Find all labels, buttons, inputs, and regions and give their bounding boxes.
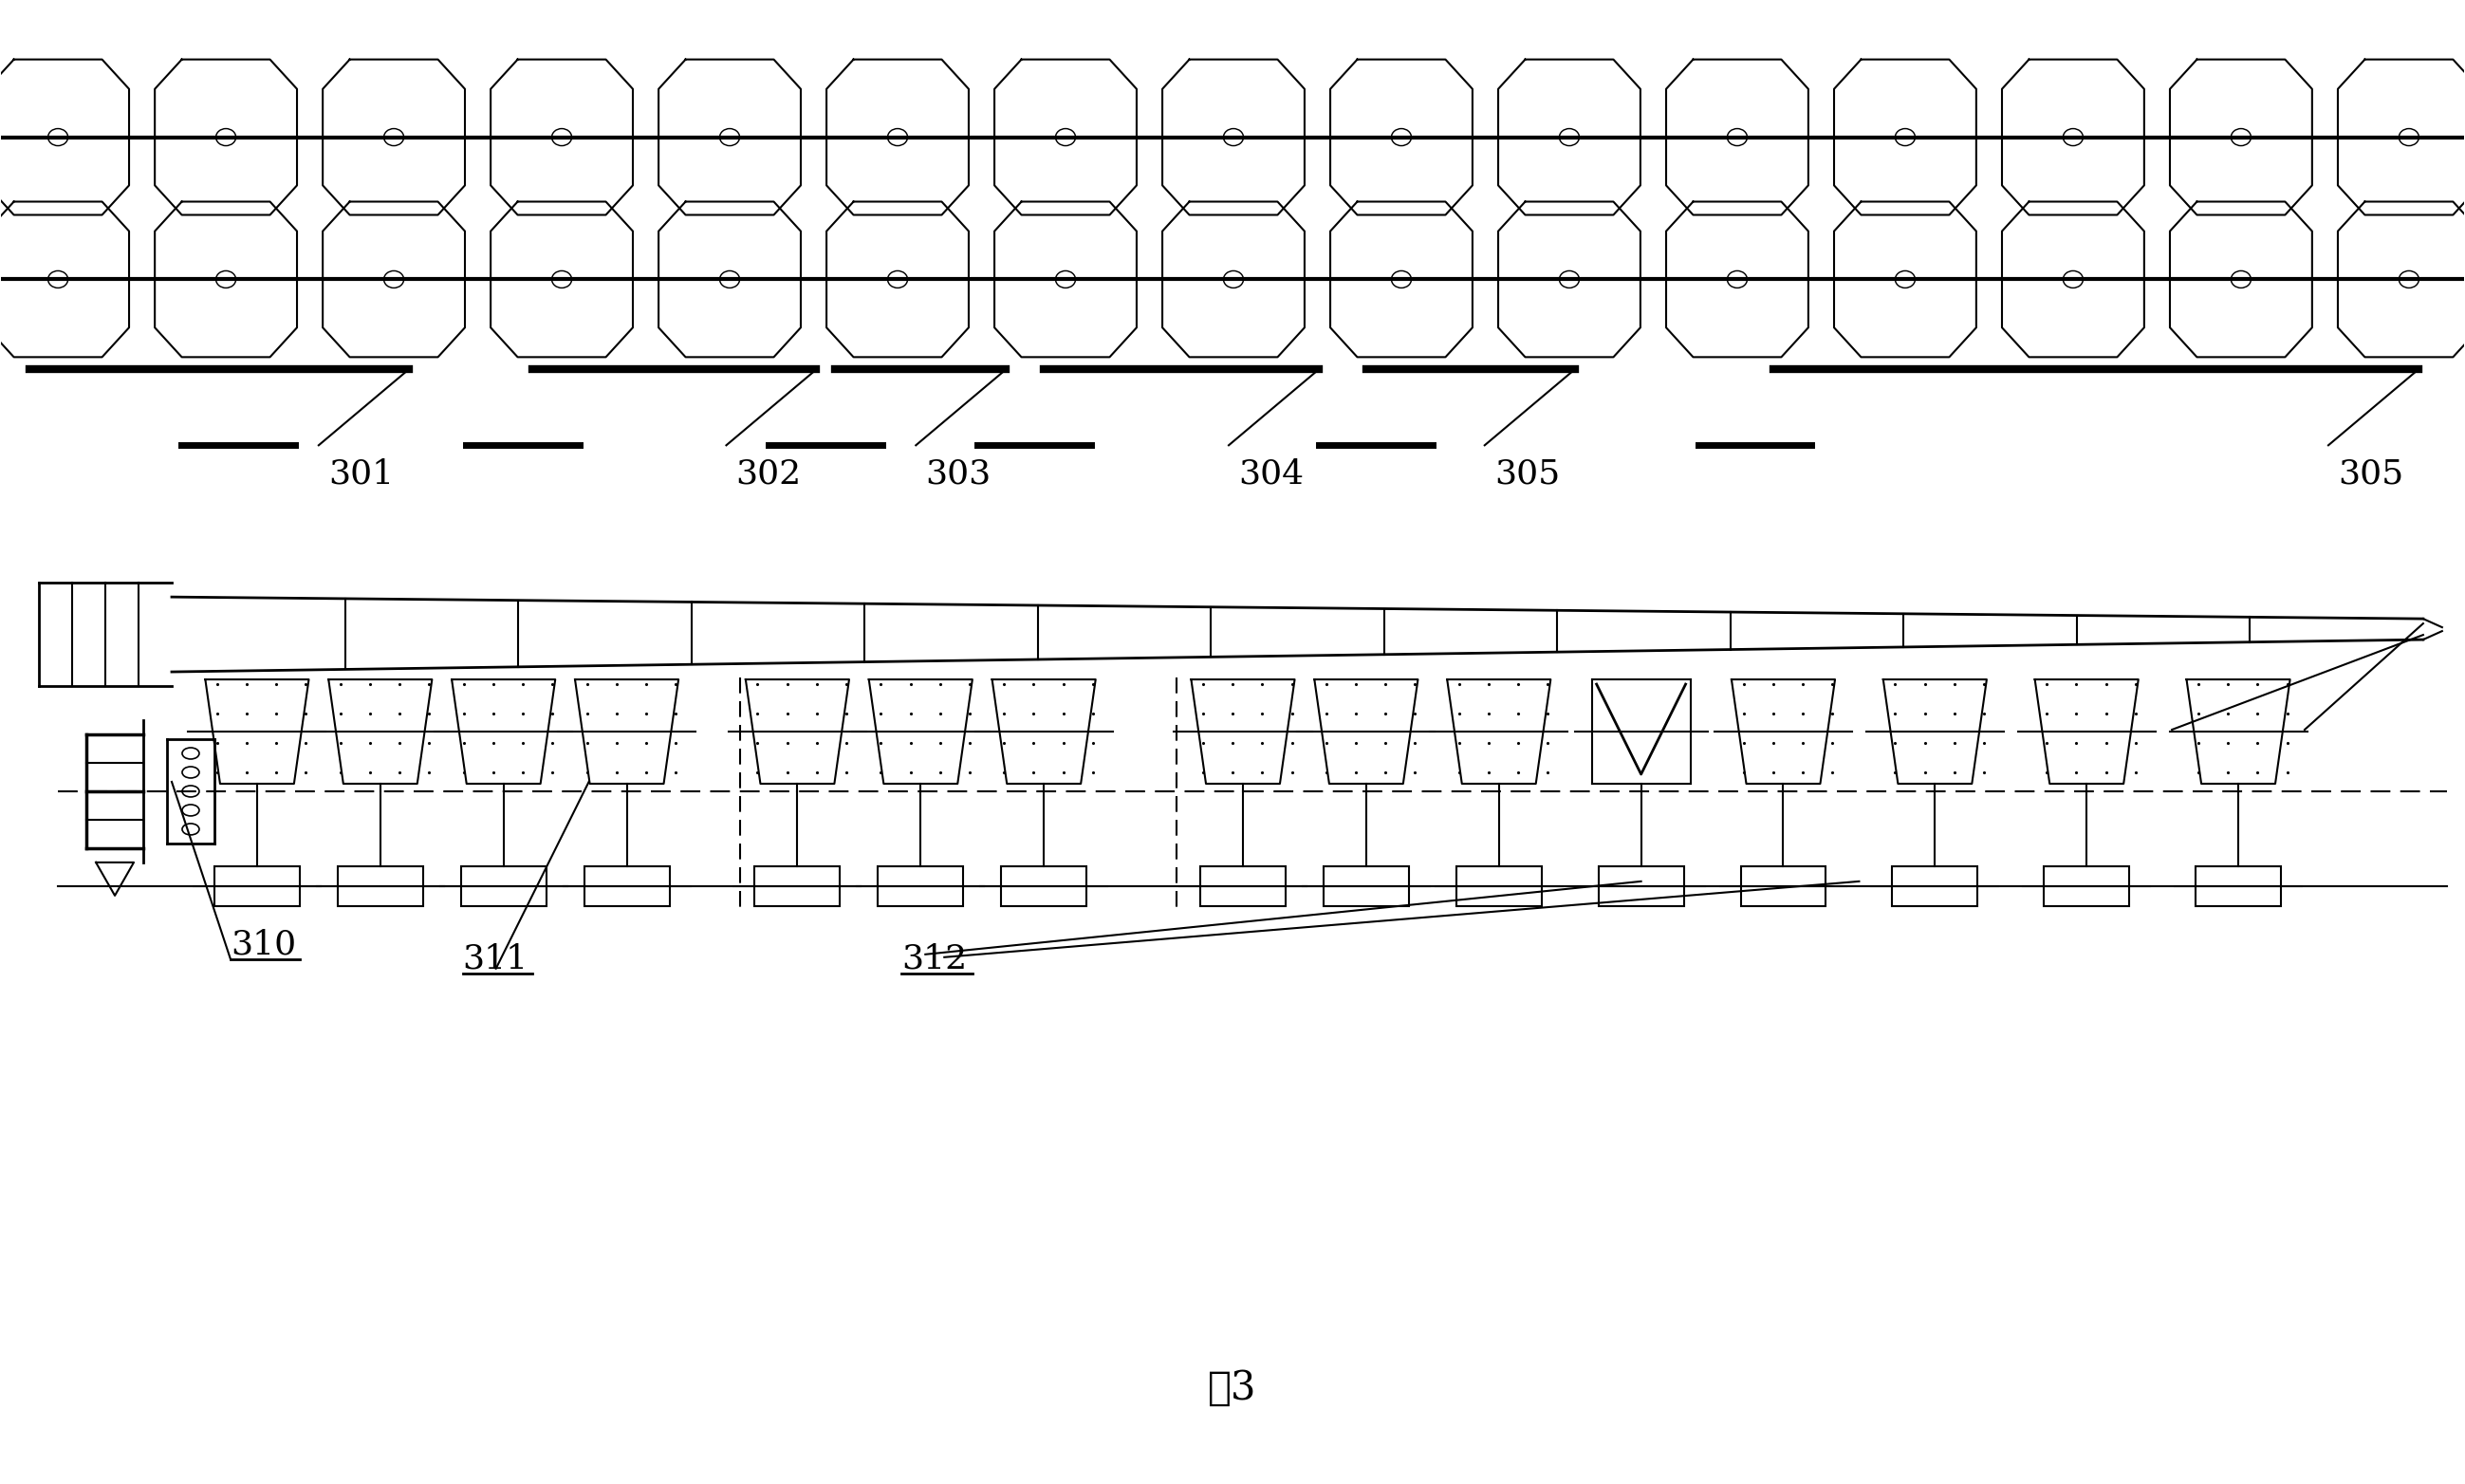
Bar [1597,867,1684,907]
Text: 图3: 图3 [1208,1368,1257,1407]
Text: 305: 305 [2337,457,2403,490]
Bar [1001,867,1087,907]
Text: 302: 302 [735,457,801,490]
Bar [214,867,301,907]
Bar [1457,867,1541,907]
Bar [878,867,964,907]
Bar [2043,867,2130,907]
Bar [1324,867,1410,907]
Text: 303: 303 [924,457,991,490]
Bar [1893,867,1977,907]
Bar [584,867,670,907]
Text: 310: 310 [232,929,296,962]
Bar [338,867,424,907]
Bar [2196,867,2280,907]
Text: 311: 311 [463,942,528,975]
Bar [754,867,841,907]
Text: 305: 305 [1494,457,1560,490]
Text: 304: 304 [1237,457,1304,490]
Text: 301: 301 [328,457,394,490]
Text: 312: 312 [902,942,966,975]
Bar [1200,867,1287,907]
Bar [461,867,547,907]
Bar [1740,867,1827,907]
